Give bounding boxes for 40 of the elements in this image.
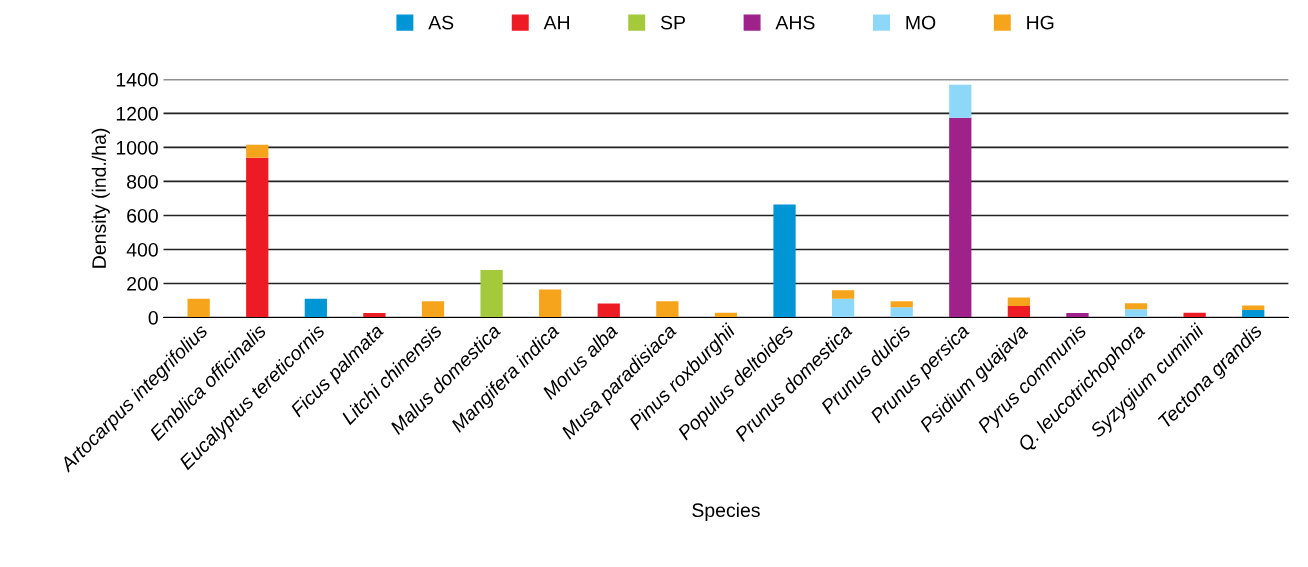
y-tick-label: 1000 — [116, 140, 158, 155]
legend-label: SP — [660, 15, 685, 30]
bar — [890, 307, 913, 318]
bar — [831, 298, 855, 318]
legend-label: AHS — [775, 15, 815, 30]
y-tick-label: 400 — [126, 242, 158, 257]
y-tick-label: 200 — [127, 276, 158, 291]
bar — [1124, 303, 1148, 310]
legend-label: AH — [543, 15, 570, 30]
bar — [363, 313, 386, 318]
bar — [656, 301, 679, 318]
legend-label: HG — [1027, 15, 1054, 30]
bar — [246, 157, 269, 318]
y-tick-label: 1200 — [116, 106, 158, 121]
bar — [831, 290, 855, 299]
y-tick-label: 600 — [127, 208, 158, 223]
bar — [1066, 313, 1089, 318]
bar — [1242, 305, 1265, 311]
bar — [187, 298, 210, 318]
y-axis-title: Density (ind./ha) — [91, 128, 110, 268]
bar — [949, 84, 972, 118]
bar — [304, 298, 327, 318]
y-tick-label: 1400 — [116, 72, 158, 87]
bar — [539, 289, 562, 318]
legend-label: AS — [428, 15, 454, 30]
bar — [421, 301, 445, 318]
bar — [1007, 297, 1031, 307]
y-tick-label: 800 — [127, 174, 158, 189]
bar — [597, 303, 620, 318]
bar — [773, 204, 796, 318]
bar — [890, 301, 913, 308]
bar — [1242, 310, 1265, 318]
x-axis-title: Species — [692, 502, 760, 521]
y-tick-label: 0 — [148, 310, 158, 325]
legend-label: MO — [906, 15, 936, 30]
bar — [1007, 306, 1031, 318]
bar — [1124, 309, 1148, 318]
bar — [949, 117, 972, 318]
bar — [480, 269, 503, 318]
bar — [246, 144, 269, 158]
